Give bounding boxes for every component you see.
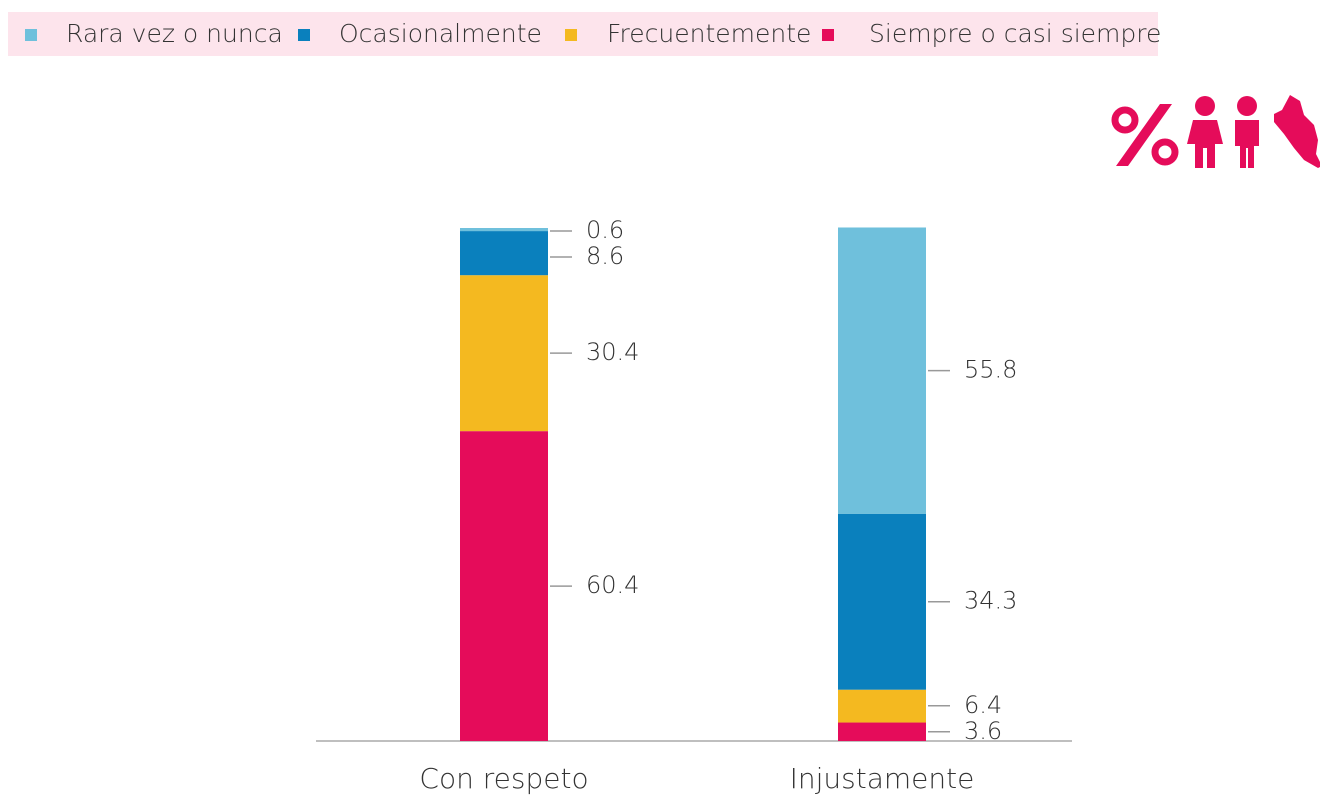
- legend-swatch: [822, 29, 834, 41]
- bar-segment: [838, 722, 926, 741]
- value-label: 34.3: [964, 587, 1017, 615]
- legend-background: [8, 12, 1158, 56]
- x-tick-label: Con respeto: [419, 762, 588, 795]
- legend-label: Ocasionalmente: [339, 19, 542, 48]
- value-label: 55.8: [964, 356, 1017, 384]
- bar-segment: [838, 513, 926, 690]
- value-label: 6.4: [964, 691, 1002, 719]
- bar-segment: [460, 431, 548, 741]
- x-tick-label: Injustamente: [790, 762, 975, 795]
- value-label: 8.6: [586, 242, 624, 270]
- legend-swatch: [298, 29, 310, 41]
- value-label: 30.4: [586, 338, 639, 366]
- legend-swatch: [565, 29, 577, 41]
- bar-segment: [460, 231, 548, 276]
- legend-label: Siempre o casi siempre: [869, 19, 1161, 48]
- value-label: 60.4: [586, 571, 639, 599]
- value-label: 3.6: [964, 717, 1002, 745]
- bar-segment: [460, 228, 548, 232]
- legend-label: Frecuentemente: [607, 19, 811, 48]
- icon: [1111, 95, 1320, 168]
- legend-swatch: [25, 29, 37, 41]
- legend-label: Rara vez o nunca: [66, 19, 283, 48]
- bar-segment: [838, 689, 926, 723]
- bar-segment: [838, 227, 926, 514]
- bar-segment: [460, 275, 548, 432]
- value-label: 0.6: [586, 216, 624, 244]
